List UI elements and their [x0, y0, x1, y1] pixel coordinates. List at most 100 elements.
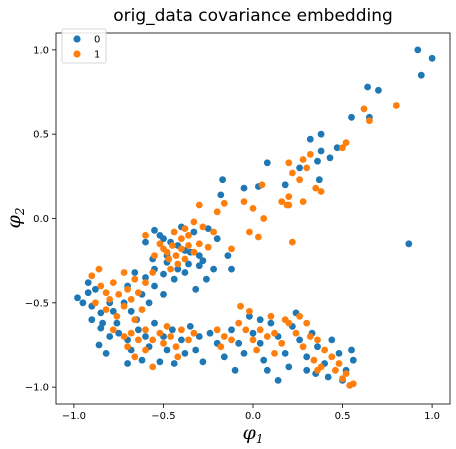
- point-series-0-93: [156, 358, 164, 366]
- point-series-1-62: [135, 289, 142, 297]
- point-series-0-121: [246, 312, 253, 320]
- x-tick-label: 0.5: [335, 411, 351, 422]
- x-tick-label: 1.0: [424, 411, 440, 422]
- point-series-1-22: [190, 218, 198, 226]
- point-series-1-72: [109, 326, 117, 334]
- x-tick-label: 0.0: [245, 411, 261, 422]
- point-series-0-8: [317, 130, 325, 138]
- point-series-1-108: [335, 360, 343, 367]
- point-series-1-112: [339, 375, 346, 383]
- point-series-1-89: [163, 323, 171, 330]
- point-series-0-115: [328, 336, 336, 344]
- point-series-1-80: [167, 333, 175, 340]
- y-tick-label: −1.0: [25, 383, 49, 394]
- point-series-0-69: [142, 274, 149, 281]
- point-series-0-2: [417, 71, 425, 79]
- x-tick-label: −0.5: [151, 411, 175, 422]
- point-series-1-39: [190, 248, 198, 256]
- point-series-1-27: [213, 208, 221, 216]
- point-series-1-63: [102, 306, 110, 313]
- point-series-1-98: [263, 333, 271, 340]
- point-series-0-34: [160, 270, 167, 278]
- point-series-1-87: [142, 346, 149, 354]
- point-series-1-76: [142, 326, 149, 334]
- data-points: [74, 46, 436, 389]
- point-series-1-25: [283, 201, 291, 209]
- point-series-1-86: [131, 353, 139, 361]
- point-series-0-127: [348, 346, 355, 354]
- point-series-1-16: [317, 188, 325, 195]
- legend-label-1: 1: [94, 50, 100, 61]
- point-series-1-41: [174, 260, 182, 268]
- point-series-0-29: [195, 252, 203, 259]
- point-series-0-94: [170, 360, 178, 367]
- legend-label-0: 0: [94, 35, 100, 46]
- series-0: [74, 46, 436, 384]
- point-series-1-4: [339, 144, 346, 152]
- point-series-0-95: [192, 346, 200, 354]
- point-series-0-58: [109, 307, 117, 315]
- point-series-1-13: [285, 193, 293, 201]
- point-series-0-56: [97, 309, 105, 317]
- point-series-0-124: [303, 366, 311, 374]
- point-series-1-56: [109, 279, 117, 286]
- point-series-1-70: [131, 316, 139, 324]
- point-series-1-77: [149, 336, 157, 344]
- chart-title: orig_data covariance embedding: [113, 6, 393, 26]
- point-series-1-94: [235, 319, 243, 327]
- point-series-0-17: [315, 176, 323, 184]
- point-series-0-46: [228, 265, 235, 273]
- x-axis-ticks: −1.0 −0.5 0.0 0.5 1.0: [62, 404, 440, 422]
- point-series-0-6: [348, 113, 355, 121]
- point-series-1-74: [127, 329, 135, 337]
- point-series-0-16: [281, 181, 289, 189]
- point-series-1-106: [321, 346, 328, 354]
- point-series-0-19: [219, 176, 227, 184]
- point-series-0-116: [335, 350, 343, 357]
- y-tick-label: 0.0: [33, 214, 49, 225]
- point-series-0-119: [263, 366, 271, 374]
- point-series-0-20: [217, 191, 225, 199]
- point-series-1-121: [303, 319, 311, 327]
- point-series-0-4: [375, 86, 382, 94]
- point-series-1-107: [328, 353, 336, 361]
- point-series-1-57: [115, 291, 123, 298]
- point-series-0-47: [203, 275, 210, 283]
- y-axis-symbol: φ: [3, 214, 25, 228]
- point-series-1-47: [170, 228, 178, 236]
- point-series-0-97: [206, 329, 214, 337]
- point-series-1-69: [120, 269, 128, 276]
- point-series-1-1: [360, 105, 368, 113]
- point-series-0-38: [210, 265, 218, 273]
- point-series-0-120: [274, 377, 282, 384]
- point-series-1-123: [271, 350, 278, 357]
- point-series-0-113: [314, 343, 321, 351]
- point-series-1-30: [289, 238, 296, 246]
- point-series-1-65: [92, 299, 99, 307]
- y-tick-label: −0.5: [25, 298, 49, 309]
- point-series-1-91: [213, 326, 221, 334]
- point-series-1-99: [271, 329, 278, 337]
- point-series-1-113: [332, 366, 339, 374]
- point-series-1-116: [237, 302, 244, 310]
- point-series-1-117: [246, 307, 253, 315]
- point-series-0-100: [228, 326, 235, 334]
- point-series-0-83: [163, 346, 171, 354]
- point-series-1-38: [185, 242, 192, 249]
- series-1: [88, 102, 400, 389]
- point-series-0-24: [160, 235, 167, 243]
- point-series-1-109: [342, 370, 350, 377]
- point-series-1-93: [228, 336, 235, 344]
- point-series-0-81: [151, 319, 158, 327]
- point-series-1-28: [246, 228, 253, 236]
- point-series-1-111: [346, 382, 354, 389]
- point-series-0-13: [314, 157, 321, 165]
- point-series-1-81: [172, 343, 180, 351]
- point-series-0-79: [142, 333, 149, 340]
- point-series-0-3: [364, 83, 371, 91]
- point-series-0-14: [263, 159, 271, 167]
- point-series-1-54: [102, 289, 110, 297]
- point-series-0-22: [151, 226, 158, 234]
- point-series-1-49: [228, 245, 235, 253]
